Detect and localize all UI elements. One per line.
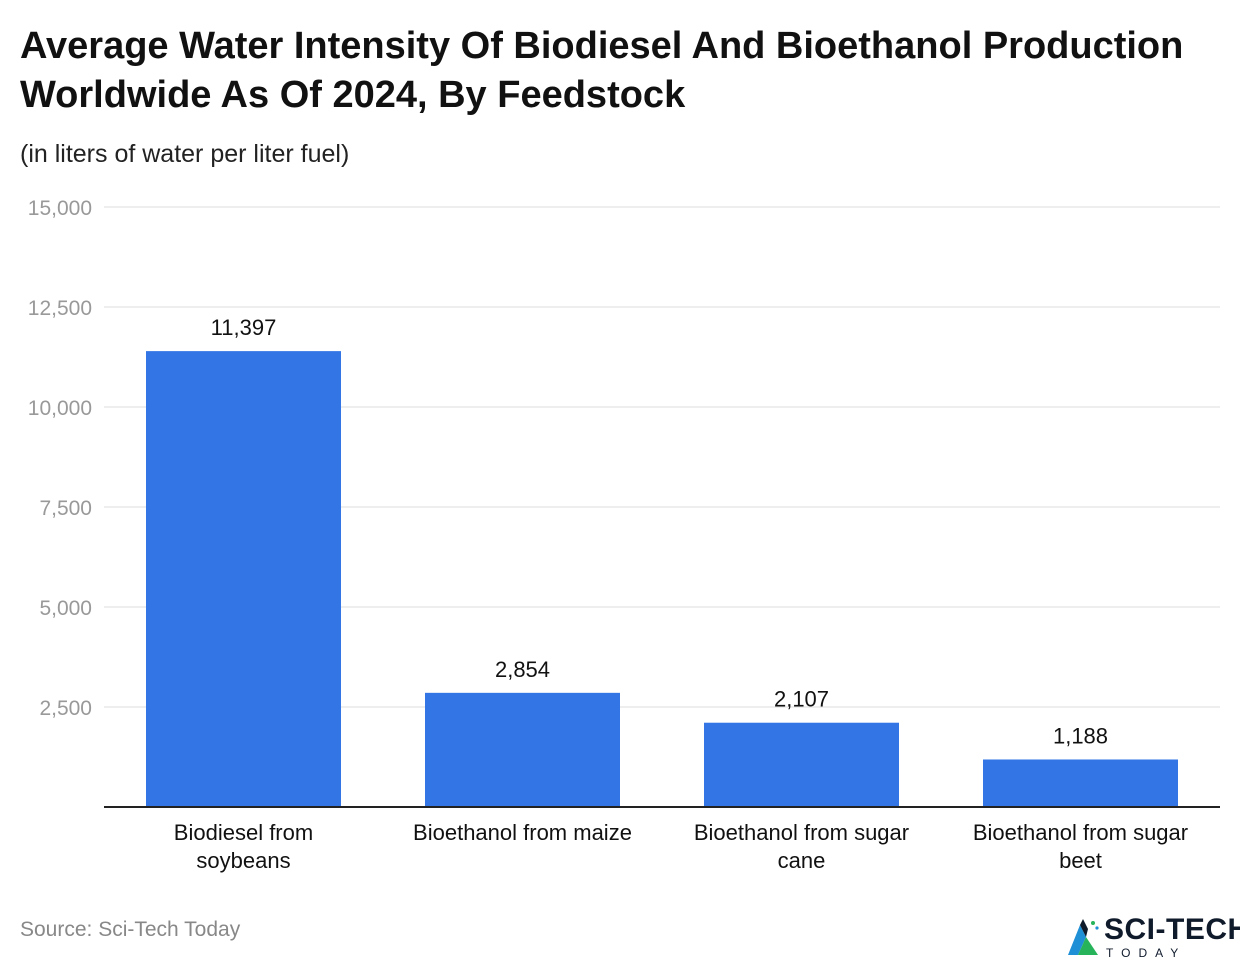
chart-subtitle: (in liters of water per liter fuel) (20, 140, 350, 168)
y-tick-label: 10,000 (28, 397, 92, 420)
category-label: Biodiesel from (174, 820, 313, 845)
y-tick-label: 7,500 (39, 497, 92, 520)
category-label: Bioethanol from sugar (694, 820, 909, 845)
category-label: Bioethanol from sugar (973, 820, 1188, 845)
y-tick-label: 5,000 (39, 597, 92, 620)
data-label: 1,188 (1053, 723, 1108, 748)
chart-title: Average Water Intensity Of Biodiesel And… (20, 25, 1184, 116)
data-label: 11,397 (211, 315, 277, 340)
y-tick-label: 2,500 (39, 697, 92, 720)
bar (425, 692, 620, 807)
data-label: 2,107 (774, 687, 829, 712)
category-label: Bioethanol from maize (413, 820, 632, 845)
logo-subtext: TODAY (1106, 946, 1187, 960)
y-tick-label: 15,000 (28, 197, 92, 220)
sci-tech-logo: SCI-TECH TODAY (1066, 913, 1240, 961)
category-label: cane (778, 848, 826, 873)
logo-mark-icon (1068, 919, 1099, 955)
logo-wordmark: SCI-TECH (1104, 913, 1240, 946)
bar-chart: 2,500 5,000 7,500 10,000 12,500 15,000 11,397 B… (28, 197, 1220, 873)
y-tick-label: 12,500 (28, 297, 92, 320)
category-label: soybeans (196, 848, 290, 873)
bar (983, 759, 1178, 807)
source-note: Source: Sci-Tech Today (20, 918, 241, 941)
bar (704, 722, 899, 807)
bar (146, 351, 341, 807)
category-label: beet (1059, 848, 1102, 873)
data-label: 2,854 (495, 657, 550, 682)
